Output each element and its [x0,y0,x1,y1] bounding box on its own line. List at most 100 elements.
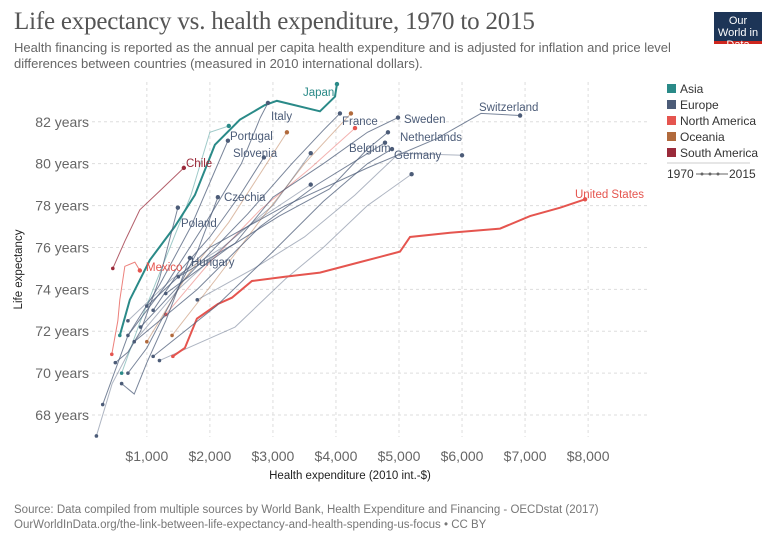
series-end-point [582,197,588,202]
series-end-point [308,151,313,156]
series-line-france [140,113,341,328]
owid-logo[interactable]: Our World in Data [714,12,762,51]
y-tick-label: 80 years [35,156,89,172]
legend-item-north-america: North America [680,114,756,128]
series-line-unlabeled [127,152,312,322]
legend-item-south-america: South America [680,146,758,160]
series-line-slovenia [152,157,265,311]
x-tick-label: $5,000 [378,448,421,464]
legend-item-oceania: Oceania [680,130,725,144]
y-tick-label: 68 years [35,407,89,423]
series-start-point [118,333,122,338]
series-end-point [385,130,391,135]
legend-swatch [667,132,676,141]
series-end-point [409,171,414,177]
series-start-point [171,354,175,359]
series-line-unlabeled [95,184,312,437]
country-label-germany: Germany [394,150,442,162]
series-start-point [113,360,118,365]
chart-title: Life expectancy vs. health expenditure, … [14,8,535,35]
series-start-point [94,434,99,438]
series-start-point [111,266,115,271]
series-line-unlabeled [197,152,463,301]
country-label-united-states: United States [575,189,644,201]
series-line-czechia [127,197,219,374]
series-start-point [126,318,130,323]
series-line-poland [115,207,179,364]
legend-time-dot [716,172,720,176]
legend-swatch [667,84,676,93]
series-start-point [176,274,181,279]
y-tick-label: 76 years [35,239,89,255]
country-label-france: France [342,116,378,128]
series-end-point [181,165,187,171]
country-label-czechia: Czechia [224,192,266,204]
legend-item-asia: Asia [680,82,704,96]
series-start-point [100,402,105,407]
series-line-chile [112,167,185,269]
series-line-germany [152,148,393,357]
series-start-point [151,308,155,313]
series-line-portugal [102,140,229,405]
y-tick-label: 74 years [35,281,89,297]
series-line-italy [127,102,269,336]
legend-time-dot [708,172,712,176]
footer: Source: Data compiled from multiple sour… [14,503,599,533]
country-label-poland: Poland [181,218,217,230]
series-start-point [151,354,155,359]
series-start-point [145,339,149,344]
series-line-unlabeled [171,113,352,336]
series-end-point [284,130,290,135]
series-start-point [157,358,162,363]
country-label-belgium: Belgium [349,143,391,155]
series-line-unlabeled [159,173,412,362]
legend-time-start: 1970 [667,167,694,181]
series-start-point [195,298,200,302]
series-line-switzerland [146,112,521,307]
x-tick-label: $6,000 [441,448,484,464]
x-tick-label: $4,000 [315,448,358,464]
series-end-point [175,205,181,210]
y-tick-label: 78 years [35,198,89,214]
x-tick-label: $7,000 [504,448,547,464]
series-end-point [348,111,354,116]
country-label-hungary: Hungary [191,257,235,269]
legend-swatch [667,100,676,109]
source-url[interactable]: OurWorldInData.org/the-link-between-life… [14,519,487,531]
series-start-point [119,371,124,375]
country-label-mexico: Mexico [146,262,182,274]
legend-time-dot [700,172,704,176]
country-label-sweden: Sweden [404,114,446,126]
series-start-point [170,333,174,338]
series-end-point [225,138,231,143]
series-line-sweden [178,117,399,278]
series-start-point [126,371,130,375]
series-end-point [187,255,193,261]
chart-subtitle: Health financing is reported as the annu… [14,40,671,71]
series-line-hungary [121,257,191,395]
x-axis-label: Health expenditure (2010 int.-$) [269,470,431,482]
series-end-point [459,153,465,158]
series-line-mexico [111,261,141,355]
y-tick-label: 70 years [35,365,89,381]
series-line-belgium [133,142,386,343]
series-end-point [337,111,343,116]
source-note: Source: Data compiled from multiple sour… [14,504,599,516]
series-end-point [382,140,388,145]
series-end-point [215,194,221,200]
y-tick-label: 72 years [35,323,89,339]
series-end-point [389,146,395,152]
series-end-point [352,125,358,131]
series-line-unlabeled [121,125,229,374]
series-end-point [137,268,143,273]
series-end-point [308,182,313,187]
x-tick-label: $8,000 [567,448,610,464]
legend-swatch [667,148,676,157]
series-end-point [261,155,267,160]
country-label-slovenia: Slovenia [233,148,278,160]
series-end-point [334,81,340,87]
series-start-point [119,381,124,386]
series-start-point [109,352,114,357]
